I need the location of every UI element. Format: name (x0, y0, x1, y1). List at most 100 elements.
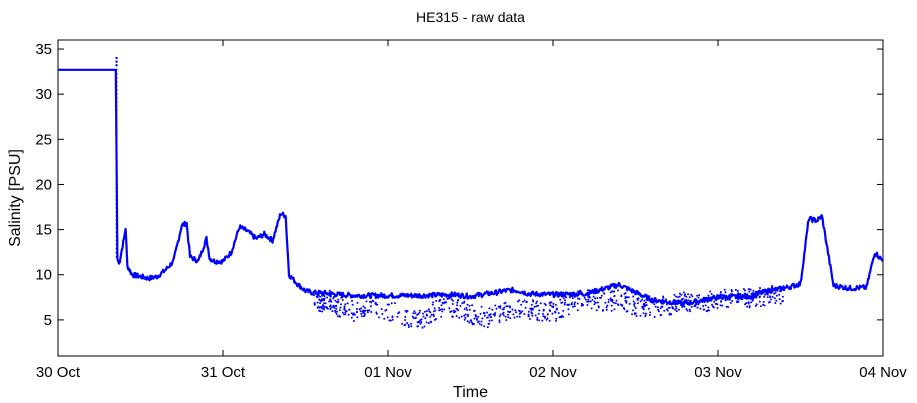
data-point (481, 317, 484, 320)
x-tick-label: 04 Nov (859, 364, 907, 381)
data-point (347, 313, 350, 316)
data-point (731, 299, 734, 302)
data-point (115, 80, 118, 83)
x-axis-label: Time (453, 384, 488, 401)
data-point (581, 304, 584, 307)
data-point (334, 309, 336, 312)
data-point (712, 305, 714, 308)
x-tick-label: 01 Nov (364, 364, 412, 381)
data-point (412, 312, 415, 315)
data-point (635, 315, 638, 317)
data-point (754, 304, 757, 307)
data-point (115, 117, 118, 120)
data-point (758, 289, 761, 292)
data-point (552, 302, 555, 305)
data-point (466, 309, 469, 311)
data-point (454, 310, 457, 313)
data-point (591, 298, 594, 301)
data-point (444, 301, 447, 304)
data-point (577, 294, 580, 297)
data-point (366, 311, 369, 314)
data-point (359, 310, 362, 313)
data-point (605, 308, 608, 311)
data-point (590, 307, 593, 310)
data-point (570, 302, 573, 304)
data-point (745, 302, 748, 305)
data-point (564, 299, 566, 302)
data-point (438, 299, 441, 302)
data-point (323, 292, 326, 295)
data-point (343, 313, 345, 316)
data-point (404, 319, 407, 321)
data-point (604, 301, 607, 304)
data-point (115, 89, 118, 92)
data-point (329, 308, 332, 311)
data-point (766, 296, 769, 299)
data-point (573, 301, 576, 304)
data-point (576, 302, 579, 305)
data-point (702, 308, 705, 311)
data-point (584, 298, 587, 301)
data-point (605, 306, 608, 309)
data-point (493, 314, 496, 317)
data-point (609, 297, 612, 300)
data-point (434, 309, 437, 312)
data-point (551, 312, 554, 315)
data-point (639, 314, 642, 317)
data-point (488, 314, 491, 316)
data-point (375, 311, 378, 314)
data-point (531, 312, 533, 315)
data-point (566, 303, 569, 306)
data-point (538, 319, 541, 322)
data-point (429, 311, 432, 314)
data-point (724, 291, 727, 294)
data-point (774, 302, 777, 305)
data-point (489, 315, 492, 318)
data-point (702, 305, 705, 307)
data-point (554, 304, 557, 306)
data-point (502, 308, 505, 311)
data-point (363, 315, 365, 318)
data-point (727, 296, 730, 299)
data-point (458, 316, 461, 319)
data-point (503, 306, 506, 309)
data-point (628, 302, 631, 305)
data-point (429, 316, 432, 318)
data-point (589, 300, 592, 303)
data-point (682, 291, 685, 294)
data-point (548, 319, 551, 322)
data-point (578, 292, 581, 294)
data-point (449, 311, 452, 313)
x-tick-label: 31 Oct (201, 364, 246, 381)
data-point (479, 312, 482, 315)
data-point (748, 295, 751, 298)
data-point (518, 315, 521, 318)
data-point (610, 309, 613, 312)
data-point (115, 186, 118, 189)
data-point (707, 294, 710, 297)
data-point (429, 320, 432, 323)
data-point (539, 302, 542, 305)
data-point (716, 306, 719, 309)
data-point (427, 322, 430, 325)
data-point (463, 308, 466, 311)
data-point (675, 295, 677, 298)
data-point (563, 303, 566, 306)
data-point (559, 315, 562, 318)
data-point (417, 321, 420, 324)
data-point (115, 174, 118, 177)
data-point (746, 305, 749, 308)
data-point (663, 309, 666, 312)
data-point (522, 300, 524, 303)
data-point (587, 289, 589, 292)
data-point (696, 294, 699, 297)
data-point (412, 317, 415, 319)
data-point (533, 305, 536, 308)
data-point (115, 182, 118, 185)
data-point (356, 316, 359, 319)
data-point (498, 319, 501, 322)
data-point (321, 299, 324, 301)
data-point (763, 295, 766, 298)
data-point (329, 293, 332, 296)
data-point (418, 309, 421, 312)
